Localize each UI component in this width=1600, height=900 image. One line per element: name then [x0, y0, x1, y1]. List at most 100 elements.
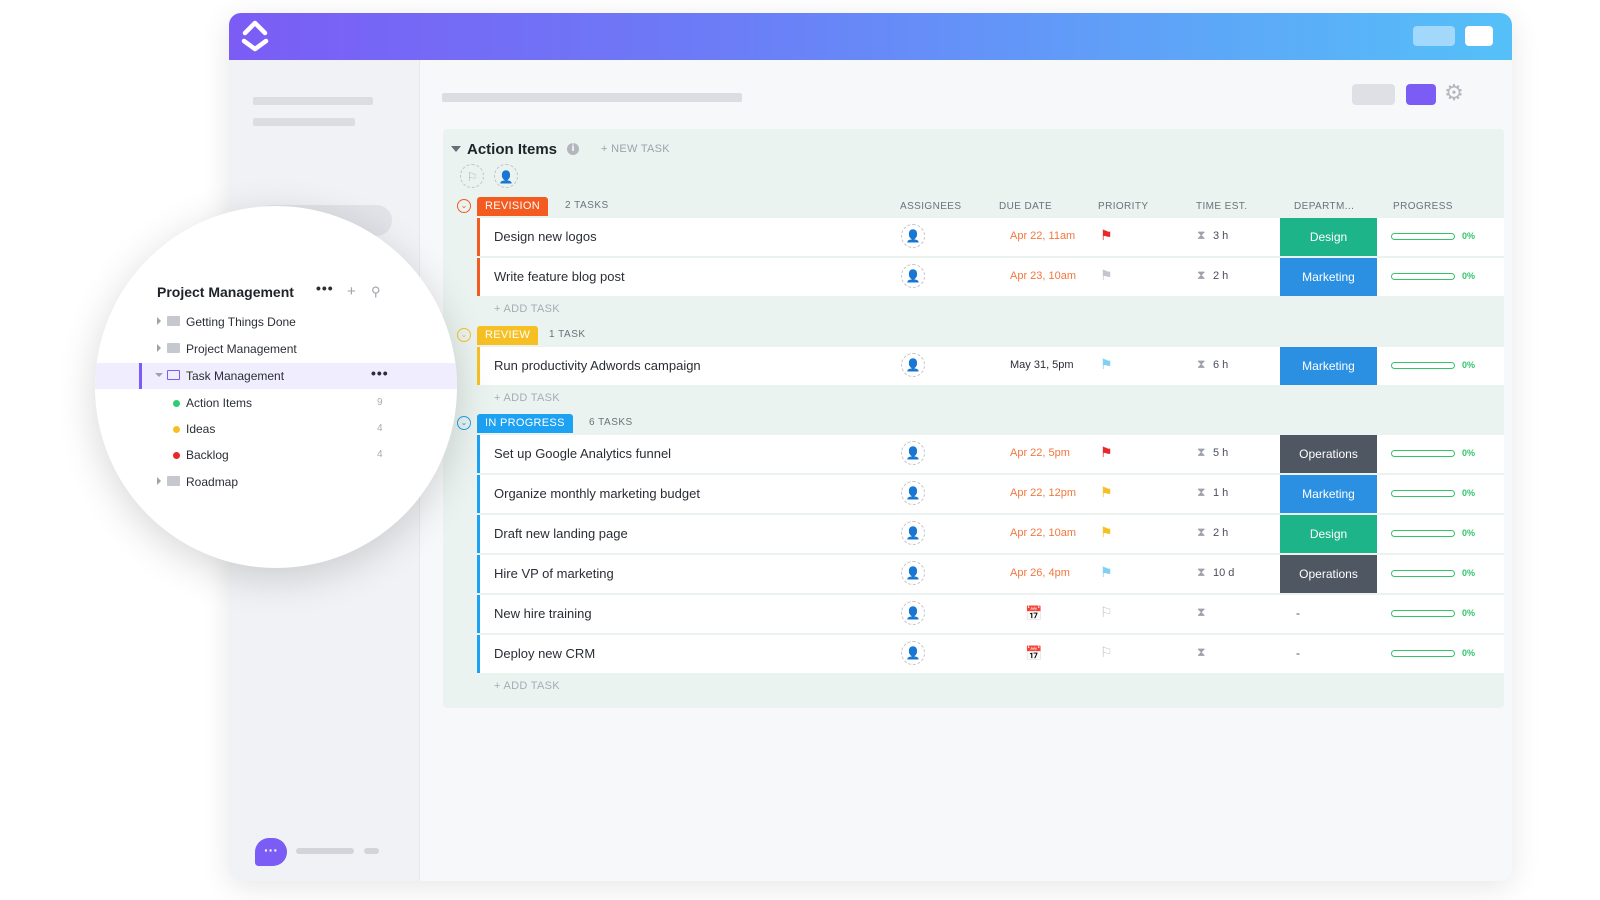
priority-flag-icon[interactable]: ⚐ — [1100, 604, 1113, 620]
more-dots-icon[interactable]: ••• — [316, 280, 334, 296]
add-assignee-icon[interactable]: 👤 — [901, 521, 925, 545]
task-name[interactable]: Write feature blog post — [494, 269, 625, 284]
task-name[interactable]: Organize monthly marketing budget — [494, 486, 700, 501]
column-header-department[interactable]: DEPARTM... — [1294, 201, 1355, 212]
priority-flag-icon[interactable]: ⚑ — [1100, 484, 1113, 500]
add-assignee-icon[interactable]: 👤 — [901, 561, 925, 585]
calendar-icon[interactable]: 📅 — [1025, 645, 1043, 661]
add-assignee-icon[interactable]: 👤 — [901, 641, 925, 665]
more-dots-icon[interactable]: ••• — [371, 365, 389, 381]
priority-flag-icon[interactable]: ⚑ — [1100, 444, 1113, 460]
department-tag[interactable]: Operations — [1280, 555, 1377, 593]
primary-button[interactable] — [1406, 84, 1436, 105]
priority-flag-icon[interactable]: ⚑ — [1100, 564, 1113, 580]
time-estimate[interactable]: 5 h — [1213, 447, 1229, 459]
column-header-progress[interactable]: PROGRESS — [1393, 201, 1453, 212]
due-date[interactable]: Apr 22, 5pm — [1010, 447, 1070, 459]
caret-icon[interactable] — [157, 344, 161, 352]
new-task-button[interactable]: + NEW TASK — [601, 143, 670, 155]
department-tag[interactable]: Marketing — [1280, 347, 1377, 385]
topbar-button[interactable] — [1465, 26, 1493, 46]
task-row[interactable]: Design new logos 👤 Apr 22, 11am ⚑ ⧗ 3 h Design… — [477, 218, 1504, 256]
collapse-circle-icon[interactable]: ⌄ — [457, 199, 471, 213]
collapse-circle-icon[interactable]: ⌄ — [457, 328, 471, 342]
column-header-time-est[interactable]: TIME EST. — [1196, 201, 1248, 212]
department-tag[interactable]: Marketing — [1280, 258, 1377, 296]
sidebar-item[interactable]: Getting Things Done — [95, 309, 457, 335]
sidebar-item[interactable]: Ideas 4 — [95, 416, 457, 442]
task-row[interactable]: Deploy new CRM 👤 📅 ⚐ ⧗ - 0% — [477, 635, 1504, 673]
sidebar-item[interactable]: Task Management ••• — [95, 363, 457, 389]
column-header-due-date[interactable]: DUE DATE — [999, 201, 1053, 212]
add-assignee-icon[interactable]: 👤 — [901, 481, 925, 505]
plus-icon[interactable]: + — [347, 283, 356, 300]
time-estimate[interactable]: 2 h — [1213, 270, 1229, 282]
department-empty[interactable]: - — [1296, 646, 1300, 660]
sidebar-item[interactable]: Action Items 9 — [95, 390, 457, 416]
caret-icon[interactable] — [157, 317, 161, 325]
task-row[interactable]: Hire VP of marketing 👤 Apr 26, 4pm ⚑ ⧗ 10 d Op… — [477, 555, 1504, 593]
calendar-icon[interactable]: 📅 — [1025, 605, 1043, 621]
gear-icon[interactable]: ⚙ — [1444, 80, 1464, 105]
add-task-button[interactable]: + ADD TASK — [494, 392, 560, 404]
task-row[interactable]: Set up Google Analytics funnel 👤 Apr 22, 5… — [477, 435, 1504, 473]
due-date[interactable]: Apr 23, 10am — [1010, 270, 1077, 282]
task-name[interactable]: Draft new landing page — [494, 526, 628, 541]
due-date[interactable]: Apr 22, 12pm — [1010, 487, 1077, 499]
priority-flag-icon[interactable]: ⚑ — [1100, 267, 1113, 283]
add-assignee-icon[interactable]: 👤 — [901, 601, 925, 625]
sidebar-item[interactable]: Backlog 4 — [95, 442, 457, 468]
department-tag[interactable]: Operations — [1280, 435, 1377, 473]
task-row[interactable]: Write feature blog post 👤 Apr 23, 10am ⚑ ⧗ 2 … — [477, 258, 1504, 296]
priority-flag-icon[interactable]: ⚑ — [1100, 356, 1113, 372]
add-task-button[interactable]: + ADD TASK — [494, 303, 560, 315]
task-row[interactable]: Draft new landing page 👤 Apr 22, 10am ⚑ ⧗ 2 h… — [477, 515, 1504, 553]
info-icon[interactable]: i — [567, 143, 580, 155]
department-tag[interactable]: Design — [1280, 218, 1377, 256]
department-tag[interactable]: Design — [1280, 515, 1377, 553]
task-name[interactable]: New hire training — [494, 606, 592, 621]
priority-flag-icon[interactable]: ⚐ — [1100, 644, 1113, 660]
task-row[interactable]: Run productivity Adwords campaign 👤 May 31… — [477, 347, 1504, 385]
priority-flag-icon[interactable]: ⚑ — [1100, 227, 1113, 243]
task-name[interactable]: Design new logos — [494, 229, 597, 244]
due-date[interactable]: Apr 22, 10am — [1010, 527, 1077, 539]
column-header-assignees[interactable]: ASSIGNEES — [900, 201, 962, 212]
department-tag[interactable]: Marketing — [1280, 475, 1377, 513]
add-assignee-icon[interactable]: 👤 — [901, 224, 925, 248]
sidebar-item[interactable]: Roadmap — [95, 469, 457, 495]
add-assignee-icon[interactable]: 👤 — [901, 353, 925, 377]
task-name[interactable]: Set up Google Analytics funnel — [494, 446, 672, 461]
caret-icon[interactable] — [157, 477, 161, 485]
task-row[interactable]: New hire training 👤 📅 ⚐ ⧗ - 0% — [477, 595, 1504, 633]
search-icon[interactable]: ⚲ — [371, 284, 381, 299]
add-assignee-icon[interactable]: 👤 — [494, 164, 518, 188]
due-date[interactable]: Apr 22, 11am — [1010, 230, 1076, 242]
collapse-caret-icon[interactable] — [451, 146, 461, 152]
add-assignee-icon[interactable]: 👤 — [901, 264, 925, 288]
time-estimate[interactable]: 2 h — [1213, 527, 1229, 539]
caret-icon[interactable] — [155, 373, 163, 377]
time-estimate[interactable]: 3 h — [1213, 230, 1229, 242]
chat-icon[interactable]: ··· — [255, 838, 287, 866]
app-logo-icon[interactable] — [240, 19, 270, 53]
add-assignee-icon[interactable]: 👤 — [901, 441, 925, 465]
time-estimate[interactable]: 1 h — [1213, 487, 1229, 499]
topbar-button[interactable] — [1413, 26, 1455, 46]
due-date[interactable]: Apr 26, 4pm — [1010, 567, 1070, 579]
task-name[interactable]: Run productivity Adwords campaign — [494, 358, 701, 373]
time-estimate[interactable]: 6 h — [1213, 359, 1229, 371]
task-row[interactable]: Organize monthly marketing budget 👤 Apr 22… — [477, 475, 1504, 513]
time-estimate[interactable]: 10 d — [1213, 567, 1235, 579]
collapse-circle-icon[interactable]: ⌄ — [457, 416, 471, 430]
add-task-button[interactable]: + ADD TASK — [494, 680, 560, 692]
sidebar-item[interactable]: Project Management — [95, 336, 457, 362]
department-empty[interactable]: - — [1296, 606, 1300, 620]
column-header-priority[interactable]: PRIORITY — [1098, 201, 1149, 212]
task-name[interactable]: Deploy new CRM — [494, 646, 596, 661]
priority-flag-icon[interactable]: ⚑ — [1100, 524, 1113, 540]
flag-icon[interactable]: ⚐ — [460, 164, 484, 188]
task-name[interactable]: Hire VP of marketing — [494, 566, 614, 581]
view-button[interactable] — [1352, 84, 1395, 105]
due-date[interactable]: May 31, 5pm — [1010, 359, 1074, 371]
